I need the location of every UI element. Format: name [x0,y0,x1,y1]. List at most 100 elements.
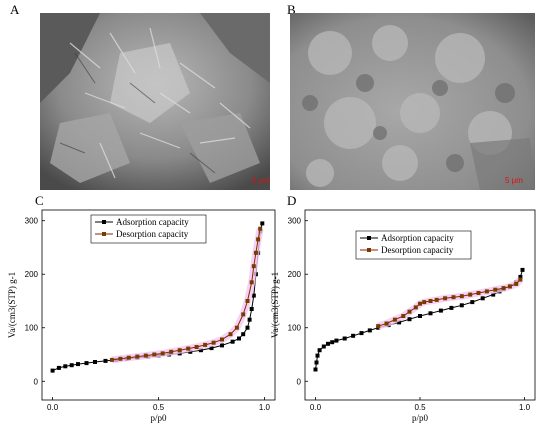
plot-d-ytick-label: 100 [288,324,302,333]
plot-c-xlabel: p/p0 [150,413,167,423]
plot-c-series-line [52,223,263,372]
panel-letter-a: A [10,2,20,17]
plot-d-data-point [376,324,381,329]
plot-d-ytick-label: 300 [288,217,302,226]
plot-c-data-point [251,264,256,269]
plot-c-data-point [63,364,68,369]
plot-d-data-point [514,281,519,286]
plot-c-data-point [198,348,203,353]
plot-d-xtick-label: 0.0 [310,403,322,412]
plot-c-data-point [118,356,123,361]
plot-c-data-point [220,337,224,342]
plot-c-legend-marker [102,232,106,236]
plot-c-data-point [245,325,250,330]
plot-d-series-adsorption [313,267,525,372]
plot-d-data-point [443,296,448,301]
plot-d-data-point [315,353,320,358]
plot-d-xtick-label: 1.0 [519,403,531,412]
plot-c-data-point [241,332,246,337]
plot-d-data-point [428,311,433,316]
plot-d-data-point [449,305,454,310]
plot-c-series-desorption [109,226,264,364]
plot-c-xtick-label: 0.5 [153,403,165,412]
sem-image-a [40,13,270,190]
plot-d-data-point [459,303,464,308]
plot-d-data-point [317,348,322,353]
plot-c-data-point [253,250,258,255]
plot-d-data-point [313,367,318,372]
plot-c-ytick-label: 200 [25,270,39,279]
plot-d-legend-label: Desorption capacity [381,245,454,255]
plot-d-data-point [330,340,335,345]
plot-c-data-point [211,340,216,345]
plot-c-data-point [220,343,224,348]
plot-d-legend: Adsorption capacity Desorption capacity [355,230,472,260]
plot-c-data-point [188,349,193,354]
plot-d-data-point [518,277,523,282]
plot-c-data-point [256,237,261,242]
plot-d-data-point [418,301,422,306]
plot-c-data-point [143,353,148,358]
plot-d-xtick-label: 0.5 [414,403,426,412]
plot-c-ytick-label: 0 [34,377,39,386]
plot-c-data-point [93,360,97,364]
plot-d-data-point [392,317,397,322]
plot-d-data-point [326,341,330,346]
plot-d-data-point [428,299,433,303]
plot-d-data-point [434,297,439,302]
plot-d-data-point [342,336,347,341]
plot-c-data-point [152,352,157,357]
plot-d-data-point [384,321,389,326]
plot-d-data-point [518,274,523,279]
plot-c-legend-box [90,214,207,244]
plot-d-data-point [476,291,481,295]
plot-c-data-point [203,342,208,347]
panel-letter-d: D [287,193,297,208]
panel-letter-b: B [287,2,296,17]
plot-c-data-point [56,365,61,370]
plot-c-series-adsorption [50,221,265,373]
plot-c-legend-label: Desorption capacity [116,229,189,239]
plot-d-series-desorption [376,277,523,330]
plot-c-data-point [76,362,80,367]
plot-c-data-point [186,346,191,351]
plot-d-ytick-label: 0 [297,377,302,386]
plot-c-data-point [249,307,254,311]
plot-d: 0 100 200 300 0.0 0.5 1.0 p/p0 Va/(cm3(STP) g-1 A… [270,209,536,423]
plot-d-legend-marker [367,248,371,252]
plot-c-data-point [103,358,108,363]
plot-d-data-point [459,294,464,299]
plot-c-xtick-label: 0.0 [47,403,59,412]
plot-c-data-point [209,346,214,351]
plot-d-data-point [422,300,427,305]
plot-c-data-point [234,325,239,330]
plot-c-data-point [251,293,256,298]
plot-c-data-point [69,363,74,368]
plot-c-data-point [258,226,263,231]
plot-c-data-point [50,368,55,373]
plot-c-data-point [230,339,235,344]
plot-d-data-point [484,289,489,294]
plot-c-data-point [135,354,140,359]
plot-c-legend-marker [102,220,106,224]
plot-d-data-point [470,300,475,305]
plot-d-data-point [507,284,512,289]
plot-d-data-point [359,331,364,336]
plot-c-data-point [126,355,131,360]
plot-d-series-line [315,269,523,370]
plot-d-legend-box [355,230,472,260]
plot-d-data-point [451,295,456,300]
plot-c-ytick-label: 300 [25,217,39,226]
plot-c: 0 100 200 300 0.0 0.5 1.0 p/p0 Va/(cm3(STP) g-1 A… [7,209,276,423]
plot-d-data-point [367,328,372,333]
plot-c-data-point [228,332,233,337]
plot-c-ylabel: Va/(cm3(STP) g-1 [7,272,17,338]
plot-d-data-point [413,305,418,310]
plot-d-data-point [491,292,496,297]
plot-c-data-point [245,299,250,303]
plot-c-xtick-label: 1.0 [259,403,271,412]
plot-d-ylabel: Va/(cm3(STP) g-1 [270,272,280,338]
plot-d-legend-marker [367,236,371,240]
plot-c-data-point [109,357,114,362]
